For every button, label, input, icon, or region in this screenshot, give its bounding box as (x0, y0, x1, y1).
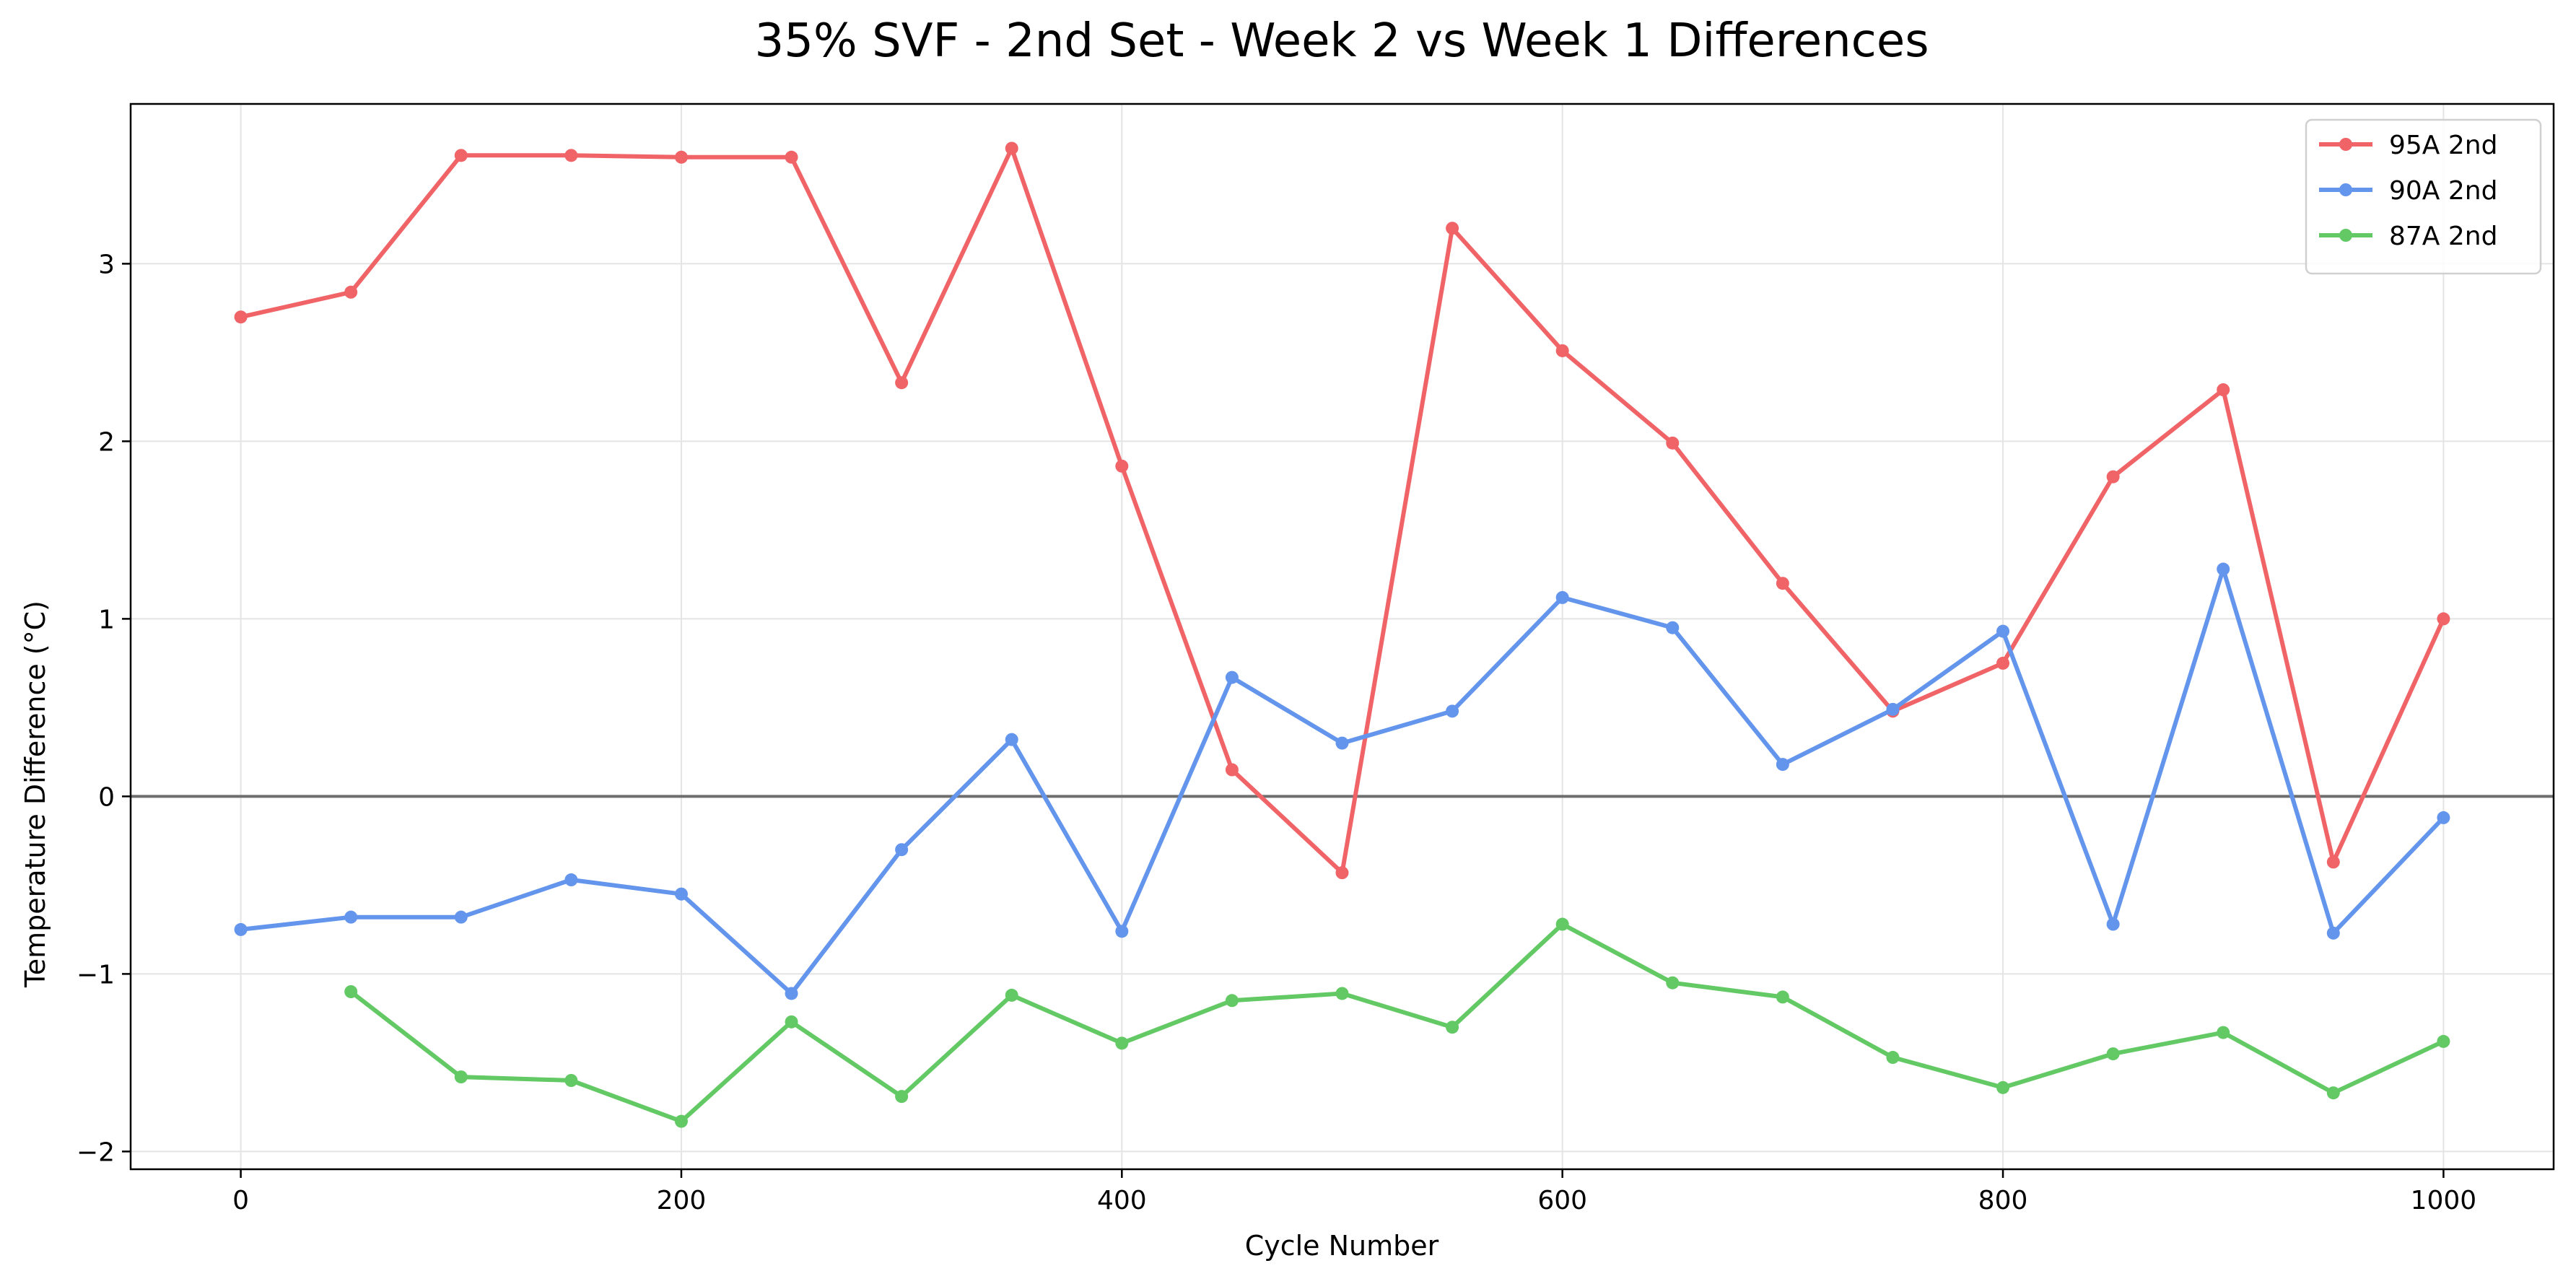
legend-marker (2339, 138, 2352, 151)
data-point (1115, 1036, 1129, 1050)
data-point (1666, 621, 1680, 634)
data-point (1225, 671, 1239, 684)
data-point (1555, 344, 1569, 357)
legend-marker (2339, 183, 2352, 196)
data-point (895, 843, 909, 857)
data-point (785, 987, 798, 1000)
data-point (2437, 612, 2450, 626)
x-tick-label: 1000 (2411, 1186, 2477, 1215)
data-point (1886, 1051, 1900, 1065)
data-point (1996, 656, 2010, 670)
data-point (564, 149, 578, 162)
data-point (1115, 459, 1129, 473)
y-axis-title: Temperature Difference (°C) (19, 600, 51, 988)
data-point (344, 985, 358, 998)
series-2 (344, 917, 2450, 1128)
data-point (2326, 926, 2340, 940)
data-point (785, 150, 798, 164)
legend-item: 90A 2nd (2319, 176, 2497, 206)
x-tick-label: 0 (232, 1186, 249, 1215)
legend: 95A 2nd 90A 2nd 87A 2nd (2305, 118, 2542, 275)
data-point (2106, 470, 2120, 484)
data-point (1776, 758, 1789, 772)
data-point (454, 149, 468, 162)
data-point (564, 1074, 578, 1087)
data-point (1005, 988, 1018, 1002)
data-point (1225, 994, 1239, 1008)
data-point (1225, 763, 1239, 777)
data-point (1005, 141, 1018, 155)
y-tick-label: 1 (98, 605, 115, 634)
data-point (2326, 855, 2340, 869)
data-point (1996, 1080, 2010, 1094)
data-point (674, 1114, 688, 1128)
y-tick-label: 0 (98, 782, 115, 812)
data-point (454, 1070, 468, 1084)
data-point (1005, 733, 1018, 746)
x-tick-label: 200 (657, 1186, 707, 1215)
data-point (2437, 811, 2450, 824)
data-point (344, 910, 358, 924)
y-tick-label: 3 (98, 250, 115, 279)
data-point (1446, 222, 1459, 235)
x-tick-label: 400 (1097, 1186, 1147, 1215)
y-tick-label: −2 (77, 1137, 115, 1167)
data-point (1446, 1021, 1459, 1034)
x-tick-label: 800 (1978, 1186, 2028, 1215)
data-point (1115, 925, 1129, 938)
grid-lines (131, 104, 2554, 1169)
data-point (2437, 1034, 2450, 1048)
data-point (1666, 976, 1680, 990)
data-point (2106, 917, 2120, 931)
data-point (454, 910, 468, 924)
y-tick-label: 2 (98, 427, 115, 457)
data-point (1666, 436, 1680, 450)
axes: 0 200 400 600 800 1000 −2 −1 0 1 2 3 (77, 102, 2555, 1215)
data-point (2217, 562, 2230, 576)
data-point (1776, 577, 1789, 590)
data-point (564, 873, 578, 887)
series-1 (234, 562, 2450, 1000)
data-point (895, 1090, 909, 1104)
series-layer (234, 141, 2450, 1128)
data-point (1555, 590, 1569, 604)
legend-label: 87A 2nd (2389, 222, 2497, 251)
data-point (1996, 624, 2010, 638)
legend-marker (2339, 229, 2352, 242)
data-point (344, 285, 358, 299)
data-point (785, 1015, 798, 1028)
data-point (674, 150, 688, 164)
data-point (1886, 702, 1900, 716)
legend-item: 95A 2nd (2319, 131, 2497, 160)
plot-frame (129, 102, 2555, 1171)
data-point (2326, 1086, 2340, 1100)
data-point (2217, 383, 2230, 397)
data-point (234, 922, 248, 936)
legend-label: 90A 2nd (2389, 176, 2497, 206)
data-point (674, 887, 688, 901)
data-point (1335, 866, 1349, 880)
data-point (2106, 1047, 2120, 1061)
y-tick-label: −1 (77, 960, 115, 990)
data-point (1335, 736, 1349, 750)
data-point (895, 376, 909, 390)
chart-title: 35% SVF - 2nd Set - Week 2 vs Week 1 Dif… (754, 14, 1929, 68)
legend-item: 87A 2nd (2319, 222, 2497, 251)
data-point (234, 310, 248, 324)
data-point (1335, 987, 1349, 1000)
x-tick-label: 600 (1537, 1186, 1587, 1215)
series-line (349, 922, 2446, 1124)
series-0 (234, 141, 2450, 880)
legend-label: 95A 2nd (2389, 131, 2497, 160)
data-point (1776, 990, 1789, 1004)
x-axis-title: Cycle Number (1245, 1230, 1439, 1262)
data-point (1555, 917, 1569, 931)
data-point (1446, 704, 1459, 718)
data-point (2217, 1026, 2230, 1039)
